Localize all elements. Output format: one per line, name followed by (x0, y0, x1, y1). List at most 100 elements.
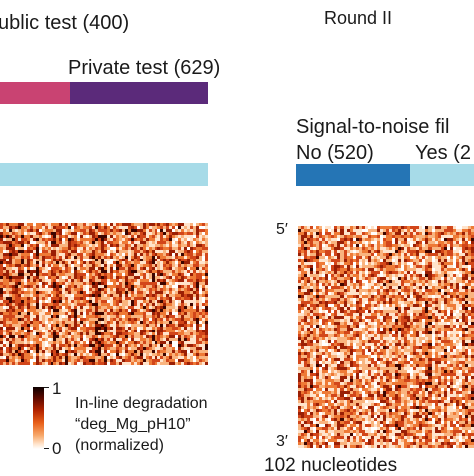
left-heatmap-cell (2, 311, 6, 315)
left-heatmap-cell (166, 338, 170, 342)
left-heatmap-cell (59, 282, 63, 286)
left-heatmap-cell (77, 344, 81, 348)
left-heatmap-cell (199, 261, 203, 265)
left-heatmap-cell (92, 311, 96, 315)
left-heatmap-cell (74, 326, 78, 330)
left-heatmap-cell (77, 223, 81, 226)
left-heatmap-cell (145, 228, 149, 232)
left-heatmap-cell (139, 234, 143, 238)
left-heatmap-cell (133, 261, 137, 265)
left-heatmap-cell (74, 347, 78, 351)
left-heatmap-cell (178, 341, 182, 345)
left-heatmap-cell (118, 308, 122, 312)
left-heatmap-cell (121, 338, 125, 342)
left-heatmap-cell (62, 246, 66, 250)
left-heatmap-cell (118, 249, 122, 253)
left-heatmap-cell (187, 323, 191, 327)
left-heatmap-cell (92, 273, 96, 277)
left-heatmap-cell (50, 323, 54, 327)
left-heatmap-cell (89, 291, 93, 295)
left-heatmap-cell (80, 225, 84, 229)
left-heatmap-cell (20, 243, 24, 247)
left-heatmap-cell (50, 299, 54, 303)
left-heatmap-cell (112, 344, 116, 348)
left-heatmap-cell (157, 261, 161, 265)
left-heatmap-cell (38, 258, 42, 262)
left-heatmap-cell (92, 338, 96, 342)
left-heatmap-cell (109, 335, 113, 339)
left-heatmap-cell (166, 270, 170, 274)
left-heatmap-cell (166, 341, 170, 345)
left-heatmap-cell (151, 270, 155, 274)
left-heatmap-cell (83, 311, 87, 315)
left-heatmap-cell (92, 314, 96, 318)
left-heatmap-cell (23, 347, 27, 351)
left-heatmap-cell (50, 279, 54, 283)
left-heatmap-cell (139, 335, 143, 339)
left-heatmap-cell (2, 276, 6, 280)
left-heatmap-cell (80, 234, 84, 238)
left-heatmap-cell (98, 332, 102, 336)
left-heatmap-cell (157, 341, 161, 345)
left-heatmap-cell (29, 288, 33, 292)
left-heatmap-cell (184, 276, 188, 280)
left-heatmap-cell (53, 296, 57, 300)
left-heatmap-cell (124, 237, 128, 241)
left-heatmap-cell (106, 234, 110, 238)
left-heatmap-cell (187, 285, 191, 289)
left-heatmap-cell (151, 285, 155, 289)
left-heatmap-cell (26, 329, 30, 333)
left-heatmap-cell (47, 291, 51, 295)
left-heatmap-cell (35, 243, 39, 247)
left-heatmap-cell (68, 344, 72, 348)
left-heatmap-cell (163, 258, 167, 262)
left-heatmap-cell (65, 296, 69, 300)
left-heatmap-cell (139, 231, 143, 235)
left-heatmap-cell (29, 223, 33, 226)
left-heatmap-cell (5, 332, 9, 336)
left-heatmap-cell (154, 225, 158, 229)
left-heatmap-cell (205, 314, 208, 318)
left-heatmap-cell (35, 308, 39, 312)
left-heatmap-cell (47, 341, 51, 345)
left-heatmap-cell (17, 311, 21, 315)
left-heatmap-cell (74, 338, 78, 342)
left-heatmap-cell (124, 314, 128, 318)
left-heatmap-cell (14, 329, 18, 333)
left-heatmap-cell (112, 255, 116, 259)
left-heatmap-cell (136, 273, 140, 277)
left-heatmap-cell (2, 249, 6, 253)
left-heatmap-cell (205, 317, 208, 321)
left-heatmap-cell (86, 344, 90, 348)
left-heatmap-cell (139, 258, 143, 262)
left-heatmap-cell (59, 231, 63, 235)
left-heatmap-cell (101, 305, 105, 309)
left-heatmap-cell (104, 223, 107, 226)
left-heatmap-cell (154, 305, 158, 309)
left-heatmap-cell (44, 299, 48, 303)
left-heatmap-cell (130, 270, 134, 274)
left-heatmap-cell (86, 294, 90, 297)
left-heatmap-cell (175, 261, 179, 265)
left-heatmap-cell (17, 225, 21, 229)
left-heatmap-cell (65, 264, 69, 268)
left-heatmap-cell (130, 282, 134, 286)
left-heatmap-cell (157, 228, 161, 232)
left-heatmap-cell (17, 228, 21, 232)
left-heatmap-cell (11, 314, 15, 318)
left-heatmap-cell (127, 225, 131, 229)
left-heatmap-cell (8, 335, 12, 339)
left-heatmap (0, 223, 208, 365)
left-heatmap-cell (109, 323, 113, 327)
left-heatmap-cell (166, 335, 170, 339)
left-heatmap-cell (35, 255, 39, 259)
left-heatmap-cell (154, 255, 158, 259)
left-heatmap-cell (98, 311, 102, 315)
left-heatmap-cell (169, 249, 173, 253)
left-heatmap-cell (77, 294, 81, 297)
left-heatmap-cell (0, 311, 3, 315)
left-heatmap-cell (98, 261, 102, 265)
left-heatmap-cell (59, 234, 63, 238)
left-heatmap-cell (142, 299, 146, 303)
left-heatmap-cell (77, 320, 81, 324)
